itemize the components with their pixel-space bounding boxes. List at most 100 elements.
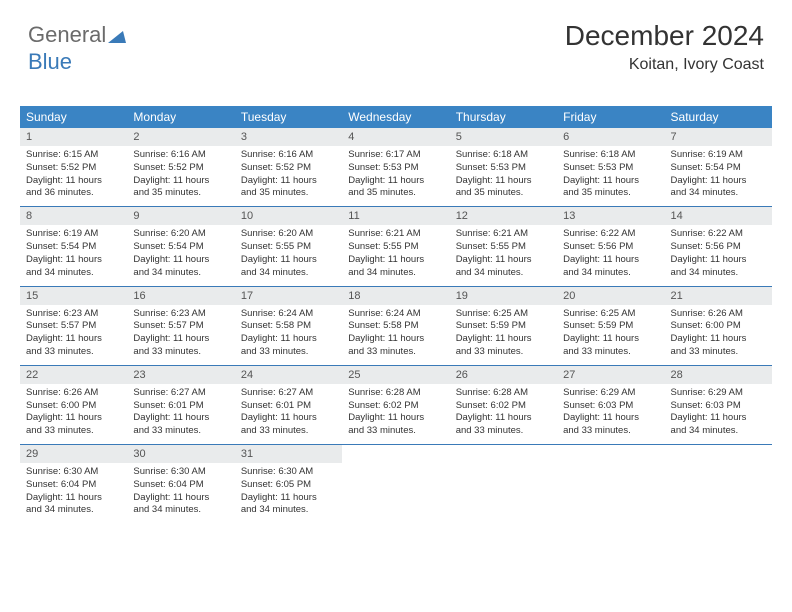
day-number: 26 <box>450 366 557 384</box>
day-header: Wednesday <box>342 106 449 128</box>
day-info: Sunrise: 6:20 AMSunset: 5:55 PMDaylight:… <box>235 228 342 279</box>
day-info: Sunrise: 6:21 AMSunset: 5:55 PMDaylight:… <box>342 228 449 279</box>
week-row: 29Sunrise: 6:30 AMSunset: 6:04 PMDayligh… <box>20 445 772 523</box>
logo-triangle-icon <box>108 23 126 49</box>
day-header-row: SundayMondayTuesdayWednesdayThursdayFrid… <box>20 106 772 128</box>
day-number: 2 <box>127 128 234 146</box>
day-cell: 13 Sunrise: 6:22 AMSunset: 5:56 PMDayligh… <box>557 207 664 285</box>
day-number: 21 <box>665 287 772 305</box>
day-info: Sunrise: 6:21 AMSunset: 5:55 PMDaylight:… <box>450 228 557 279</box>
day-number: 27 <box>557 366 664 384</box>
day-cell: 4 Sunrise: 6:17 AMSunset: 5:53 PMDaylight… <box>342 128 449 206</box>
day-cell: . <box>450 445 557 523</box>
day-cell: 15 Sunrise: 6:23 AMSunset: 5:57 PMDayligh… <box>20 287 127 365</box>
day-header: Monday <box>127 106 234 128</box>
day-cell: 18Sunrise: 6:24 AMSunset: 5:58 PMDayligh… <box>342 287 449 365</box>
day-number: 9 <box>127 207 234 225</box>
day-info: Sunrise: 6:22 AMSunset: 5:56 PMDaylight:… <box>557 228 664 279</box>
day-info: Sunrise: 6:19 AMSunset: 5:54 PMDaylight:… <box>20 228 127 279</box>
day-info: Sunrise: 6:22 AMSunset: 5:56 PMDaylight:… <box>665 228 772 279</box>
day-number: 4 <box>342 128 449 146</box>
day-info: Sunrise: 6:30 AMSunset: 6:04 PMDaylight:… <box>127 466 234 517</box>
week-row: 22Sunrise: 6:26 AMSunset: 6:00 PMDayligh… <box>20 366 772 445</box>
day-cell: . <box>557 445 664 523</box>
day-info: Sunrise: 6:28 AMSunset: 6:02 PMDaylight:… <box>342 387 449 438</box>
day-cell: 25 Sunrise: 6:28 AMSunset: 6:02 PMDayligh… <box>342 366 449 444</box>
day-number: 12 <box>450 207 557 225</box>
day-info: Sunrise: 6:24 AMSunset: 5:58 PMDaylight:… <box>342 308 449 359</box>
day-info: Sunrise: 6:25 AMSunset: 5:59 PMDaylight:… <box>450 308 557 359</box>
day-cell: 24 Sunrise: 6:27 AMSunset: 6:01 PMDayligh… <box>235 366 342 444</box>
day-info: Sunrise: 6:16 AMSunset: 5:52 PMDaylight:… <box>235 149 342 200</box>
day-cell: 27Sunrise: 6:29 AMSunset: 6:03 PMDayligh… <box>557 366 664 444</box>
day-number: 24 <box>235 366 342 384</box>
day-number: 22 <box>20 366 127 384</box>
day-cell: 20Sunrise: 6:25 AMSunset: 5:59 PMDayligh… <box>557 287 664 365</box>
day-info: Sunrise: 6:23 AMSunset: 5:57 PMDaylight:… <box>20 308 127 359</box>
day-cell: 3Sunrise: 6:16 AMSunset: 5:52 PMDaylight… <box>235 128 342 206</box>
day-cell: 26 Sunrise: 6:28 AMSunset: 6:02 PMDayligh… <box>450 366 557 444</box>
day-number: 19 <box>450 287 557 305</box>
day-number: 23 <box>127 366 234 384</box>
day-info: Sunrise: 6:19 AMSunset: 5:54 PMDaylight:… <box>665 149 772 200</box>
day-number: 31 <box>235 445 342 463</box>
day-number: 14 <box>665 207 772 225</box>
day-number: 30 <box>127 445 234 463</box>
day-cell: . <box>342 445 449 523</box>
day-info: Sunrise: 6:29 AMSunset: 6:03 PMDaylight:… <box>665 387 772 438</box>
week-row: 8 Sunrise: 6:19 AMSunset: 5:54 PMDaylight… <box>20 207 772 286</box>
page-title: December 2024 <box>565 20 764 52</box>
day-info: Sunrise: 6:18 AMSunset: 5:53 PMDaylight:… <box>557 149 664 200</box>
calendar: SundayMondayTuesdayWednesdayThursdayFrid… <box>20 106 772 523</box>
day-info: Sunrise: 6:17 AMSunset: 5:53 PMDaylight:… <box>342 149 449 200</box>
day-info: Sunrise: 6:26 AMSunset: 6:00 PMDaylight:… <box>665 308 772 359</box>
day-cell: 31 Sunrise: 6:30 AMSunset: 6:05 PMDayligh… <box>235 445 342 523</box>
day-info: Sunrise: 6:16 AMSunset: 5:52 PMDaylight:… <box>127 149 234 200</box>
day-number: 13 <box>557 207 664 225</box>
day-number: 8 <box>20 207 127 225</box>
day-info: Sunrise: 6:25 AMSunset: 5:59 PMDaylight:… <box>557 308 664 359</box>
day-info: Sunrise: 6:30 AMSunset: 6:05 PMDaylight:… <box>235 466 342 517</box>
header: December 2024 Koitan, Ivory Coast <box>565 20 764 74</box>
day-number: 16 <box>127 287 234 305</box>
day-number: 11 <box>342 207 449 225</box>
day-info: Sunrise: 6:15 AMSunset: 5:52 PMDaylight:… <box>20 149 127 200</box>
day-number: 1 <box>20 128 127 146</box>
day-cell: 29Sunrise: 6:30 AMSunset: 6:04 PMDayligh… <box>20 445 127 523</box>
day-info: Sunrise: 6:20 AMSunset: 5:54 PMDaylight:… <box>127 228 234 279</box>
day-cell: 16Sunrise: 6:23 AMSunset: 5:57 PMDayligh… <box>127 287 234 365</box>
day-cell: . <box>665 445 772 523</box>
day-cell: 10 Sunrise: 6:20 AMSunset: 5:55 PMDayligh… <box>235 207 342 285</box>
day-number: 29 <box>20 445 127 463</box>
day-number: 28 <box>665 366 772 384</box>
day-number: 15 <box>20 287 127 305</box>
day-cell: 5Sunrise: 6:18 AMSunset: 5:53 PMDaylight… <box>450 128 557 206</box>
day-cell: 9 Sunrise: 6:20 AMSunset: 5:54 PMDaylight… <box>127 207 234 285</box>
day-cell: 8 Sunrise: 6:19 AMSunset: 5:54 PMDaylight… <box>20 207 127 285</box>
day-number: 25 <box>342 366 449 384</box>
week-row: 15 Sunrise: 6:23 AMSunset: 5:57 PMDayligh… <box>20 287 772 366</box>
day-cell: 23Sunrise: 6:27 AMSunset: 6:01 PMDayligh… <box>127 366 234 444</box>
location-label: Koitan, Ivory Coast <box>565 56 764 74</box>
day-cell: 14 Sunrise: 6:22 AMSunset: 5:56 PMDayligh… <box>665 207 772 285</box>
week-row: 1 Sunrise: 6:15 AMSunset: 5:52 PMDaylight… <box>20 128 772 207</box>
logo-text-1: General <box>28 22 106 47</box>
day-info: Sunrise: 6:18 AMSunset: 5:53 PMDaylight:… <box>450 149 557 200</box>
day-header: Tuesday <box>235 106 342 128</box>
day-header: Thursday <box>450 106 557 128</box>
day-cell: 19 Sunrise: 6:25 AMSunset: 5:59 PMDayligh… <box>450 287 557 365</box>
day-number: 7 <box>665 128 772 146</box>
day-cell: 22Sunrise: 6:26 AMSunset: 6:00 PMDayligh… <box>20 366 127 444</box>
day-cell: 12 Sunrise: 6:21 AMSunset: 5:55 PMDayligh… <box>450 207 557 285</box>
day-cell: 21 Sunrise: 6:26 AMSunset: 6:00 PMDayligh… <box>665 287 772 365</box>
day-cell: 1 Sunrise: 6:15 AMSunset: 5:52 PMDaylight… <box>20 128 127 206</box>
day-number: 6 <box>557 128 664 146</box>
day-header: Friday <box>557 106 664 128</box>
day-cell: 2 Sunrise: 6:16 AMSunset: 5:52 PMDaylight… <box>127 128 234 206</box>
day-info: Sunrise: 6:28 AMSunset: 6:02 PMDaylight:… <box>450 387 557 438</box>
day-info: Sunrise: 6:27 AMSunset: 6:01 PMDaylight:… <box>235 387 342 438</box>
day-header: Sunday <box>20 106 127 128</box>
day-header: Saturday <box>665 106 772 128</box>
day-number: 10 <box>235 207 342 225</box>
day-cell: 6 Sunrise: 6:18 AMSunset: 5:53 PMDaylight… <box>557 128 664 206</box>
